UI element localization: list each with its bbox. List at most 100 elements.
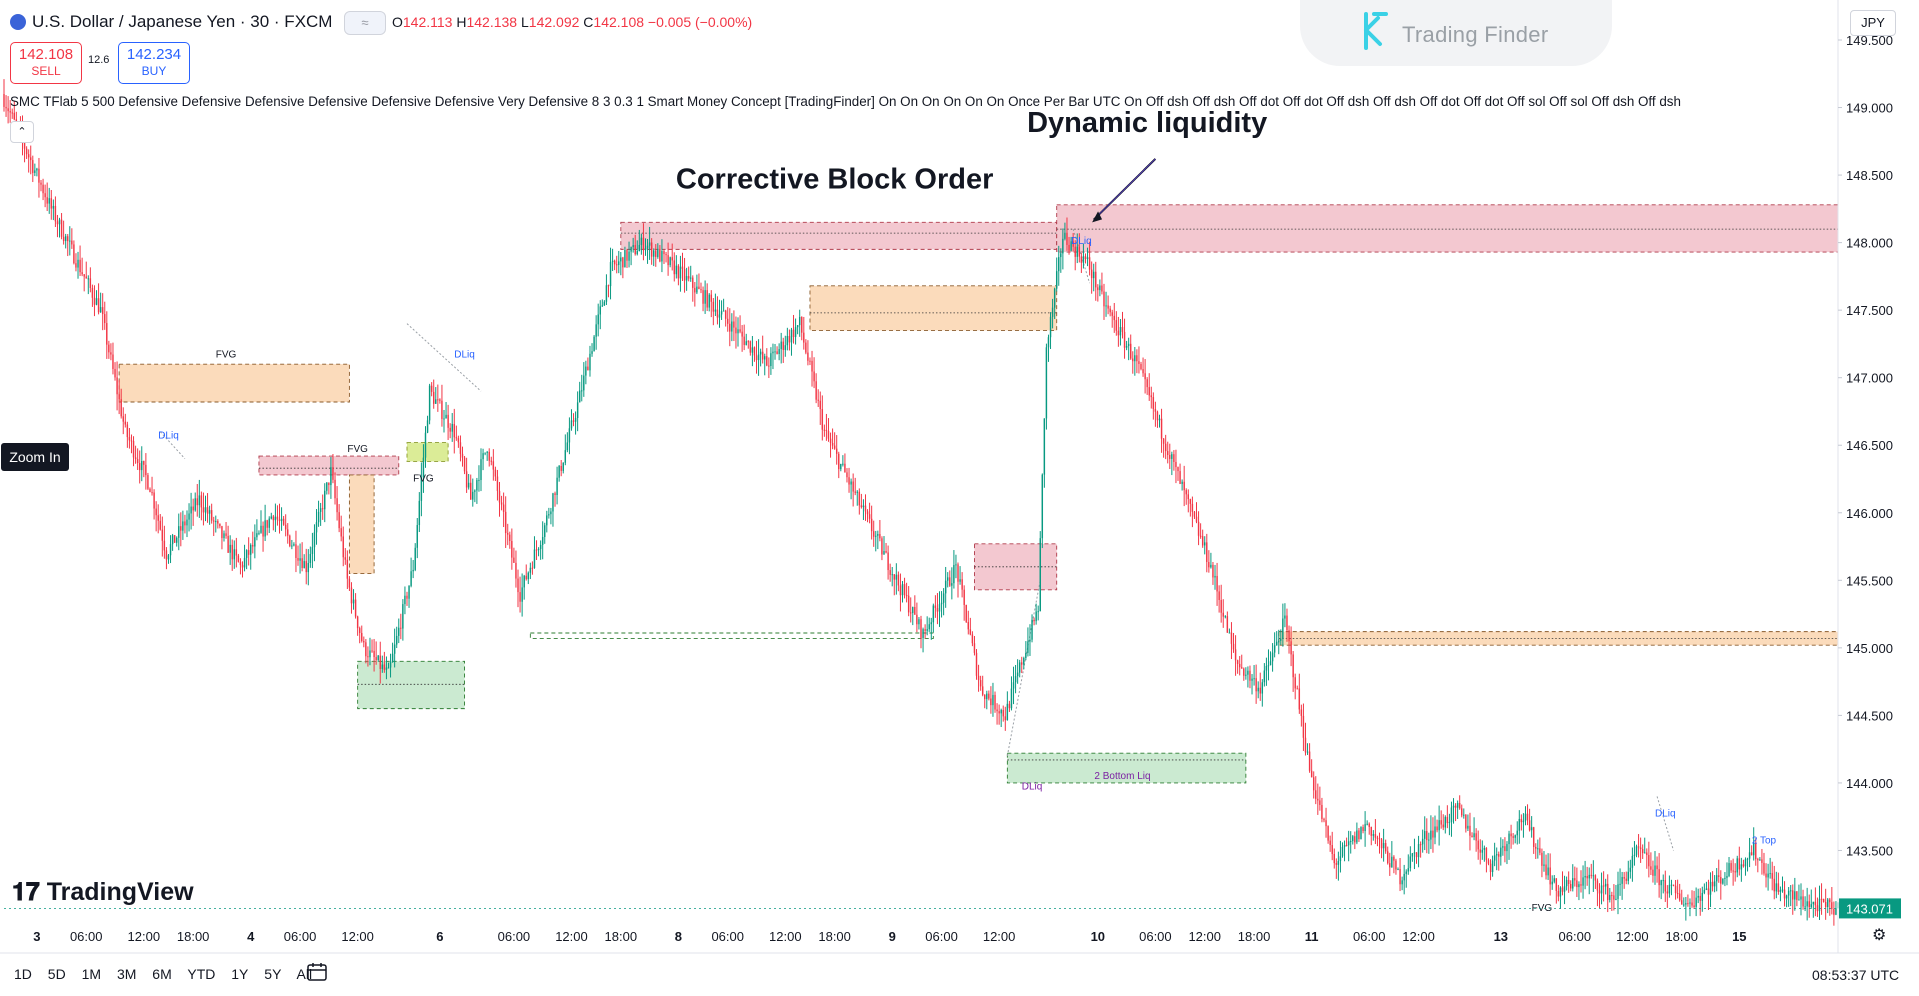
candle-body	[1127, 343, 1130, 347]
candle-body	[1306, 751, 1309, 753]
candle-body	[928, 624, 930, 630]
ohlc-low-value: 142.092	[528, 14, 580, 30]
utc-clock[interactable]: 08:53:37 UTC	[1812, 967, 1900, 983]
compare-toggle-button[interactable]: ≈	[344, 11, 386, 35]
calendar-icon[interactable]	[306, 962, 328, 982]
candle-body	[1362, 827, 1364, 831]
candle-body	[169, 544, 172, 556]
range-1m[interactable]: 1M	[81, 966, 102, 982]
candle-body	[1458, 802, 1461, 809]
candle-body	[1483, 847, 1486, 850]
candle-body	[58, 219, 61, 225]
candle-body	[44, 193, 46, 198]
range-5d[interactable]: 5D	[47, 966, 66, 982]
candle-body	[1802, 896, 1804, 907]
trading-finder-logo-box	[1300, 0, 1612, 66]
candle-body	[1179, 471, 1181, 484]
candle-body	[1728, 863, 1730, 876]
candle-body	[204, 507, 207, 513]
candle-body	[727, 318, 729, 324]
indicator-settings-line[interactable]: SMC TFlab 5 500 Defensive Defensive Defe…	[10, 94, 1681, 109]
candle-body	[1633, 854, 1636, 856]
candle-body	[940, 602, 943, 605]
candle-body	[1695, 897, 1697, 907]
candle-body	[690, 277, 692, 279]
gear-icon[interactable]: ⚙	[1872, 927, 1887, 944]
candle-body	[1304, 737, 1307, 753]
candle-body	[1261, 682, 1264, 694]
buy-button[interactable]: 142.234 BUY	[118, 42, 190, 84]
candle-body	[77, 259, 79, 268]
candle-body	[889, 570, 891, 575]
candle-body	[173, 535, 176, 543]
candle-body	[1477, 840, 1479, 850]
candle-body	[389, 662, 392, 668]
candle-body	[1142, 369, 1144, 374]
candle-body	[591, 351, 593, 354]
candle-body	[5, 106, 7, 109]
candle-body	[611, 260, 614, 263]
candle-body	[1021, 662, 1023, 665]
candle-body	[453, 423, 455, 438]
candle-body	[83, 274, 85, 277]
candle-body	[365, 642, 367, 657]
candle-body	[1162, 438, 1165, 444]
collapse-indicators-button[interactable]: ⌃	[10, 121, 34, 143]
candle-body	[1787, 890, 1790, 896]
candle-body	[87, 278, 90, 280]
candle-body	[46, 197, 48, 204]
candle-body	[1444, 816, 1447, 828]
range-1y[interactable]: 1Y	[231, 966, 249, 982]
candle-body	[1419, 844, 1422, 846]
candle-body	[221, 526, 223, 539]
candle-body	[574, 417, 577, 422]
candle-body	[636, 251, 638, 255]
candle-body	[1016, 672, 1019, 677]
candle-body	[626, 250, 628, 261]
candle-body	[642, 237, 645, 251]
range-ytd[interactable]: YTD	[187, 966, 216, 982]
x-tick-label: 06:00	[70, 929, 103, 944]
candle-body	[210, 510, 213, 521]
candle-body	[1249, 670, 1251, 681]
candle-body	[1156, 411, 1159, 421]
sell-button[interactable]: 142.108 SELL	[10, 42, 82, 84]
candle-body	[1241, 667, 1243, 669]
candle-body	[1284, 615, 1286, 619]
symbol-title[interactable]: U.S. Dollar / Japanese Yen · 30 · FXCM	[32, 12, 333, 31]
candle-body	[652, 250, 655, 257]
range-6m[interactable]: 6M	[152, 966, 172, 982]
candle-body	[95, 298, 98, 305]
candle-body	[1584, 875, 1586, 878]
candle-body	[60, 219, 63, 237]
candle-body	[698, 286, 700, 290]
zone-label: 2 Bottom Liq	[1094, 771, 1150, 782]
candle-body	[81, 272, 83, 275]
currency-selector[interactable]: JPY	[1850, 10, 1896, 36]
candle-body	[827, 430, 830, 439]
candle-body	[1454, 805, 1457, 808]
range-5y[interactable]: 5Y	[264, 966, 282, 982]
candle-body	[1113, 315, 1115, 321]
candle-body	[492, 461, 495, 470]
y-tick-label: 149.000	[1846, 101, 1893, 116]
tradingview-logo-text: TradingView	[46, 878, 194, 906]
candle-body	[724, 310, 727, 319]
candle-body	[749, 341, 752, 353]
candle-body	[796, 325, 799, 328]
candle-body	[136, 459, 139, 464]
candle-body	[741, 331, 743, 337]
labels-layer: FVG FVG FVG DLiq DLiq DLiq DLiq 2 Bottom Liq DLi…	[158, 236, 1776, 914]
candle-body	[663, 251, 665, 255]
candle-body	[562, 462, 564, 471]
candle-body	[1018, 662, 1021, 673]
candle-body	[624, 250, 626, 268]
candle-body	[1732, 870, 1734, 872]
candle-body	[1592, 875, 1595, 877]
range-1d[interactable]: 1D	[14, 966, 32, 982]
candle-body	[1565, 879, 1568, 887]
range-3m[interactable]: 3M	[116, 966, 137, 982]
candle-body	[821, 409, 824, 430]
candle-body	[496, 476, 499, 491]
